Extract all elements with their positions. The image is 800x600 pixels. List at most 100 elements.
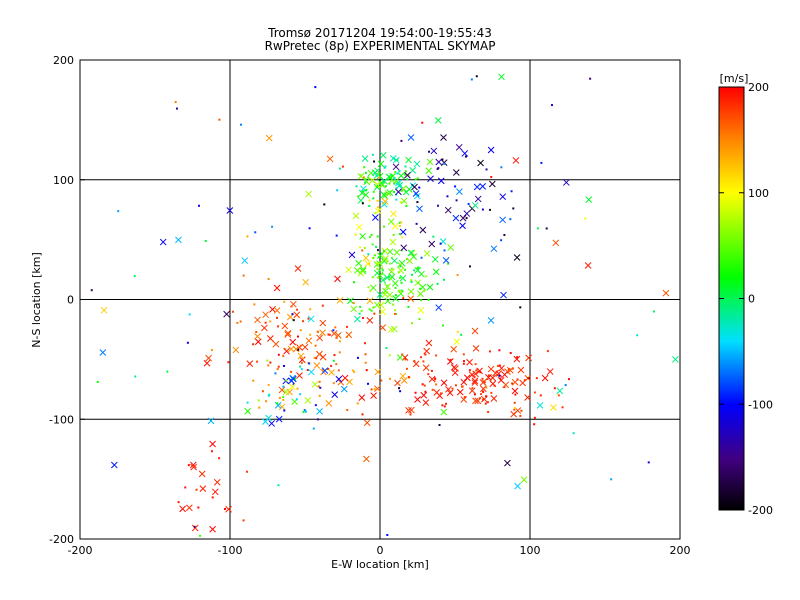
data-point-dot	[338, 340, 341, 343]
x-tick-label: -100	[218, 544, 243, 557]
data-point-x	[267, 335, 274, 342]
data-point-x	[304, 397, 312, 404]
data-point-x	[297, 352, 305, 360]
data-point-dot	[456, 274, 459, 277]
data-point-x	[512, 157, 520, 164]
data-point-dot	[254, 231, 257, 234]
data-point-dot	[454, 384, 457, 387]
data-point-x	[405, 407, 412, 414]
data-point-dot	[372, 306, 375, 309]
data-point-dot	[482, 390, 485, 393]
data-point-dot	[392, 303, 395, 306]
data-point-dot	[443, 405, 446, 408]
data-point-dot	[406, 258, 409, 261]
data-point-dot	[375, 245, 378, 248]
data-point-dot	[420, 299, 423, 302]
data-point-dot	[346, 409, 349, 412]
data-point-dot	[242, 274, 245, 277]
data-point-x	[440, 159, 448, 166]
data-point-dot	[365, 188, 368, 191]
data-point-x	[405, 156, 412, 164]
data-point-x	[440, 408, 448, 416]
data-point-x	[550, 404, 557, 411]
data-point-x	[455, 143, 463, 151]
data-point-x	[460, 396, 468, 403]
data-point-dot	[267, 364, 270, 367]
data-point-x	[450, 345, 458, 353]
data-point-dot	[557, 394, 560, 397]
data-point-dot	[335, 363, 338, 366]
data-point-x	[190, 463, 197, 471]
data-point-x	[413, 160, 421, 168]
data-point-x	[284, 329, 292, 337]
data-point-x	[408, 406, 415, 414]
data-point-dot	[294, 377, 297, 380]
y-axis-label: N-S location [km]	[30, 252, 43, 348]
data-point-x	[411, 183, 418, 191]
x-tick-label: 100	[520, 544, 541, 557]
data-point-x	[520, 476, 528, 484]
data-point-x	[296, 372, 303, 379]
data-point-x	[232, 346, 240, 354]
data-point-x	[472, 397, 479, 405]
data-point-dot	[423, 289, 426, 292]
data-point-dot	[451, 387, 454, 390]
data-point-dot	[404, 358, 407, 361]
data-point-dot	[373, 312, 376, 315]
data-point-dot	[372, 190, 375, 193]
data-point-dot	[417, 266, 420, 269]
data-point-dot	[487, 410, 490, 413]
data-point-dot	[423, 384, 426, 387]
data-point-dot	[327, 333, 330, 336]
data-point-dot	[166, 370, 169, 373]
data-point-x	[330, 330, 338, 337]
data-point-x	[354, 315, 361, 323]
data-point-x	[294, 265, 302, 272]
data-point-x	[355, 223, 363, 231]
data-point-x	[384, 297, 392, 305]
data-point-x	[244, 407, 251, 415]
data-point-dot	[267, 278, 270, 281]
data-point-x	[414, 266, 422, 274]
data-point-x	[209, 440, 216, 448]
data-point-dot	[407, 376, 410, 379]
data-point-dot	[436, 282, 439, 285]
data-point-dot	[246, 235, 249, 238]
data-point-dot	[490, 175, 493, 178]
data-point-dot	[307, 317, 310, 320]
data-point-x	[400, 244, 408, 252]
data-point-dot	[435, 354, 438, 357]
data-point-x	[328, 369, 335, 376]
data-point-dot	[359, 305, 362, 308]
data-point-x	[334, 275, 341, 283]
data-point-dot	[367, 286, 370, 289]
data-point-x	[412, 360, 420, 368]
data-point-dot	[300, 368, 303, 371]
data-point-x	[513, 355, 521, 363]
data-point-dot	[514, 393, 517, 396]
data-point-dot	[283, 300, 286, 303]
data-point-dot	[394, 286, 397, 289]
data-point-x	[289, 375, 297, 383]
x-tick-label: -200	[68, 544, 93, 557]
data-point-dot	[498, 364, 501, 367]
data-point-dot	[253, 303, 256, 306]
data-point-x	[335, 375, 343, 383]
data-point-x	[585, 196, 593, 203]
data-point-x	[379, 308, 386, 316]
data-point-dot	[402, 297, 405, 300]
data-point-x	[490, 395, 498, 402]
data-point-dot	[292, 319, 295, 322]
data-point-x	[273, 284, 281, 292]
data-point-dot	[398, 224, 401, 227]
data-point-dot	[302, 410, 305, 413]
data-point-dot	[376, 235, 379, 238]
data-point-x	[272, 340, 280, 348]
data-point-dot	[368, 262, 371, 265]
data-point-x	[546, 368, 554, 375]
data-point-dot	[211, 496, 214, 499]
data-point-x	[501, 371, 508, 379]
data-point-x	[499, 193, 507, 201]
data-point-dot	[386, 284, 389, 287]
data-point-x	[359, 266, 367, 273]
